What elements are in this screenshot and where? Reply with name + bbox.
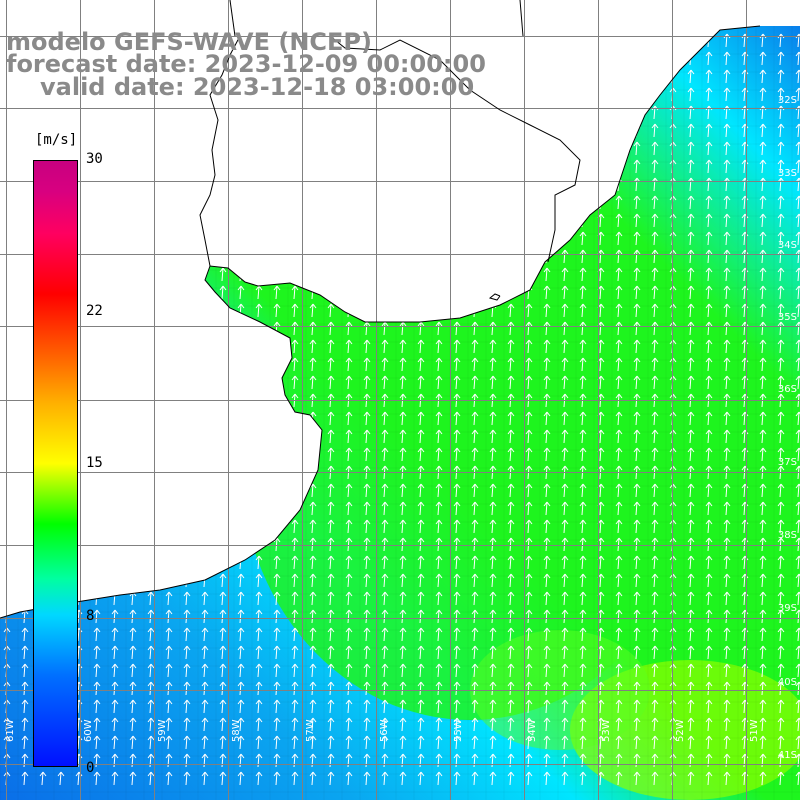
lon-label: 54W <box>527 719 538 742</box>
lat-label: 33S <box>777 168 797 179</box>
colorbar-label-30: 30 <box>86 151 103 167</box>
lon-label: 53W <box>601 719 612 742</box>
lon-label: 58W <box>231 719 242 742</box>
lon-label: 55W <box>453 719 464 742</box>
colorbar-unit: [m/s] <box>35 132 78 148</box>
lat-label: 38S <box>777 530 797 541</box>
colorbar-label-22: 22 <box>86 303 103 319</box>
lon-label: 57W <box>305 719 316 742</box>
colorbar-label-15: 15 <box>86 455 103 471</box>
lat-label: 40S <box>777 677 797 688</box>
lat-label: 35S <box>777 312 797 323</box>
lon-label: 52W <box>675 719 686 742</box>
coastline <box>0 0 761 619</box>
lat-label: 37S <box>777 457 797 468</box>
lon-label: 51W <box>749 719 760 742</box>
lat-label: 39S <box>777 603 797 614</box>
lat-label: 32S <box>777 95 797 106</box>
lon-label: 61W <box>5 719 16 742</box>
title-model: modelo GEFS-WAVE (NCEP) <box>6 28 372 56</box>
title-valid-date: valid date: 2023-12-18 03:00:00 <box>40 73 475 101</box>
lon-label: 59W <box>157 719 168 742</box>
lat-label: 34S <box>777 240 797 251</box>
colorbar-label-0: 0 <box>86 760 95 776</box>
colorbar-label-8: 8 <box>86 608 95 624</box>
title-forecast-date: forecast date: 2023-12-09 00:00:00 <box>6 50 486 78</box>
lat-label: 36S <box>777 384 797 395</box>
colorbar <box>33 160 78 767</box>
lat-label: 41S <box>777 750 797 761</box>
lon-label: 60W <box>83 719 94 742</box>
lon-label: 56W <box>379 719 390 742</box>
